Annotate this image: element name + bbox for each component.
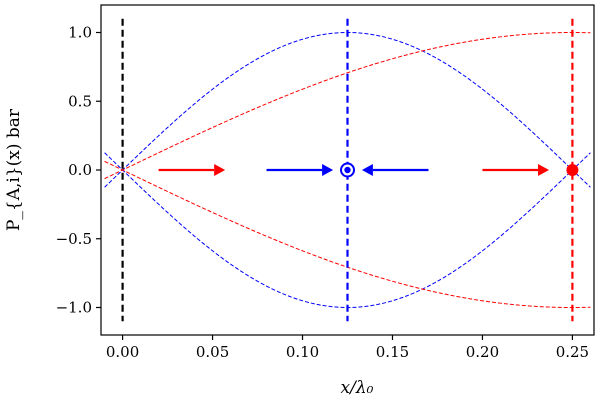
arrow-head — [322, 164, 334, 176]
marker-dot — [344, 166, 351, 174]
x-tick-label: 0.10 — [286, 343, 319, 361]
vertical-lines-layer — [121, 18, 574, 322]
arrows-layer — [158, 164, 550, 176]
arrow-head — [214, 164, 226, 176]
x-tick-label: 0.20 — [466, 343, 499, 361]
arrow-3 — [361, 164, 429, 176]
x-ticks-layer: 0.00 0.05 0.10 0.15 0.20 0.25 — [106, 335, 589, 361]
arrow-head — [361, 164, 373, 176]
arrow-0 — [158, 164, 226, 176]
x-tick-label: 0.25 — [556, 343, 589, 361]
arrow-1 — [482, 164, 550, 176]
x-tick-label: 0.15 — [376, 343, 409, 361]
y-tick-label: 0.5 — [68, 92, 92, 110]
x-axis-label: x/λ₀ — [341, 378, 374, 398]
arrow-2 — [266, 164, 334, 176]
y-tick-label: 1.0 — [68, 24, 92, 42]
y-ticks-layer: −1.0 −0.5 0.0 0.5 1.0 — [56, 24, 101, 317]
marker-dot — [566, 164, 579, 176]
x-tick-label: 0.05 — [196, 343, 229, 361]
x-tick-label: 0.00 — [106, 343, 139, 361]
marker-1 — [566, 164, 579, 176]
arrow-head — [538, 164, 550, 176]
curve-2 — [104, 32, 591, 180]
y-tick-label: 0.0 — [68, 161, 92, 179]
y-tick-label: −1.0 — [56, 299, 92, 317]
markers-layer — [340, 162, 579, 178]
marker-0 — [340, 162, 355, 178]
y-tick-label: −0.5 — [56, 230, 92, 248]
y-axis-label: P_{A,i}(x) bar — [4, 108, 24, 231]
